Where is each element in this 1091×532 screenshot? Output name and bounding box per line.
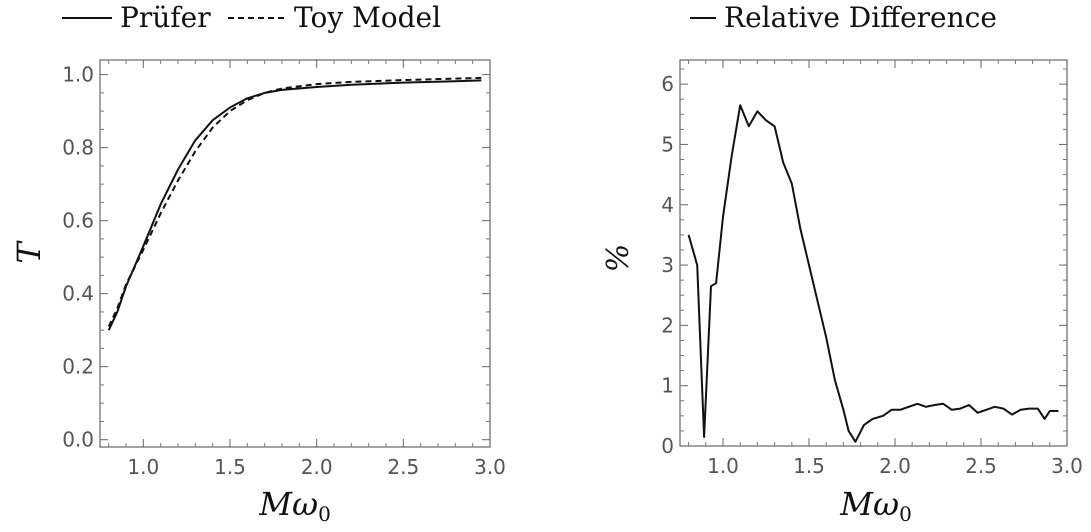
right-y-tick-label: 3 [661, 253, 674, 277]
right-y-tick-label: 6 [661, 72, 674, 96]
left-legend: Prüfer Toy Model [62, 1, 441, 34]
right-ticks: 1.0 1.5 2.0 2.5 3.0 0 1 2 3 4 5 6 [661, 60, 1083, 478]
right-x-tick-label: 1.5 [793, 454, 825, 478]
right-y-tick-label: 0 [661, 434, 674, 458]
legend-label-prufer: Prüfer [120, 1, 211, 34]
right-x-axis-label-sub: 0 [899, 502, 912, 526]
left-x-tick-label: 1.5 [214, 455, 246, 479]
left-y-axis-label: T [10, 240, 48, 264]
right-x-tick-label: 1.0 [707, 454, 739, 478]
left-y-tick-label: 0.4 [62, 282, 94, 306]
right-x-tick-label: 2.0 [879, 454, 911, 478]
left-ticks: 1.0 1.5 2.0 2.5 3.0 0.0 0.2 0.4 0.6 0.8 1.0 [62, 60, 506, 479]
left-y-tick-label: 0.0 [62, 428, 94, 452]
left-x-axis-label-main: Mω [258, 485, 318, 523]
right-y-tick-label: 4 [661, 193, 674, 217]
right-x-tick-label: 2.5 [965, 454, 997, 478]
left-x-tick-label: 3.0 [474, 455, 506, 479]
left-x-tick-label: 2.0 [301, 455, 333, 479]
legend-label-relative-difference: Relative Difference [724, 1, 997, 34]
left-y-tick-label: 1.0 [62, 63, 94, 87]
left-series-toy-model [107, 76, 482, 327]
left-plot-frame [99, 59, 491, 448]
left-y-tick-label: 0.8 [62, 136, 94, 160]
right-legend: Relative Difference [690, 1, 997, 34]
right-x-axis-label: Mω0 [839, 485, 912, 526]
right-y-tick-label: 1 [661, 374, 674, 398]
right-y-tick-label: 5 [661, 132, 674, 156]
left-axes: 1.0 1.5 2.0 2.5 3.0 0.0 0.2 0.4 0.6 0.8 1.0 T Mω0 [10, 59, 506, 526]
legend-label-toy-model: Toy Model [294, 1, 441, 34]
left-x-tick-label: 1.0 [127, 455, 159, 479]
right-y-axis-label: % [601, 244, 636, 273]
left-y-tick-label: 0.6 [62, 209, 94, 233]
left-x-tick-label: 2.5 [387, 455, 419, 479]
right-x-tick-label: 3.0 [1051, 454, 1083, 478]
left-x-axis-label-sub: 0 [318, 502, 331, 526]
right-series [687, 104, 1059, 443]
right-plot-frame [679, 59, 1068, 447]
left-x-axis-label: Mω0 [258, 485, 331, 526]
left-y-tick-label: 0.2 [62, 355, 94, 379]
left-series [107, 76, 482, 331]
right-y-tick-label: 2 [661, 313, 674, 337]
right-series-relative-difference [687, 104, 1059, 443]
right-x-axis-label-main: Mω [839, 485, 899, 523]
